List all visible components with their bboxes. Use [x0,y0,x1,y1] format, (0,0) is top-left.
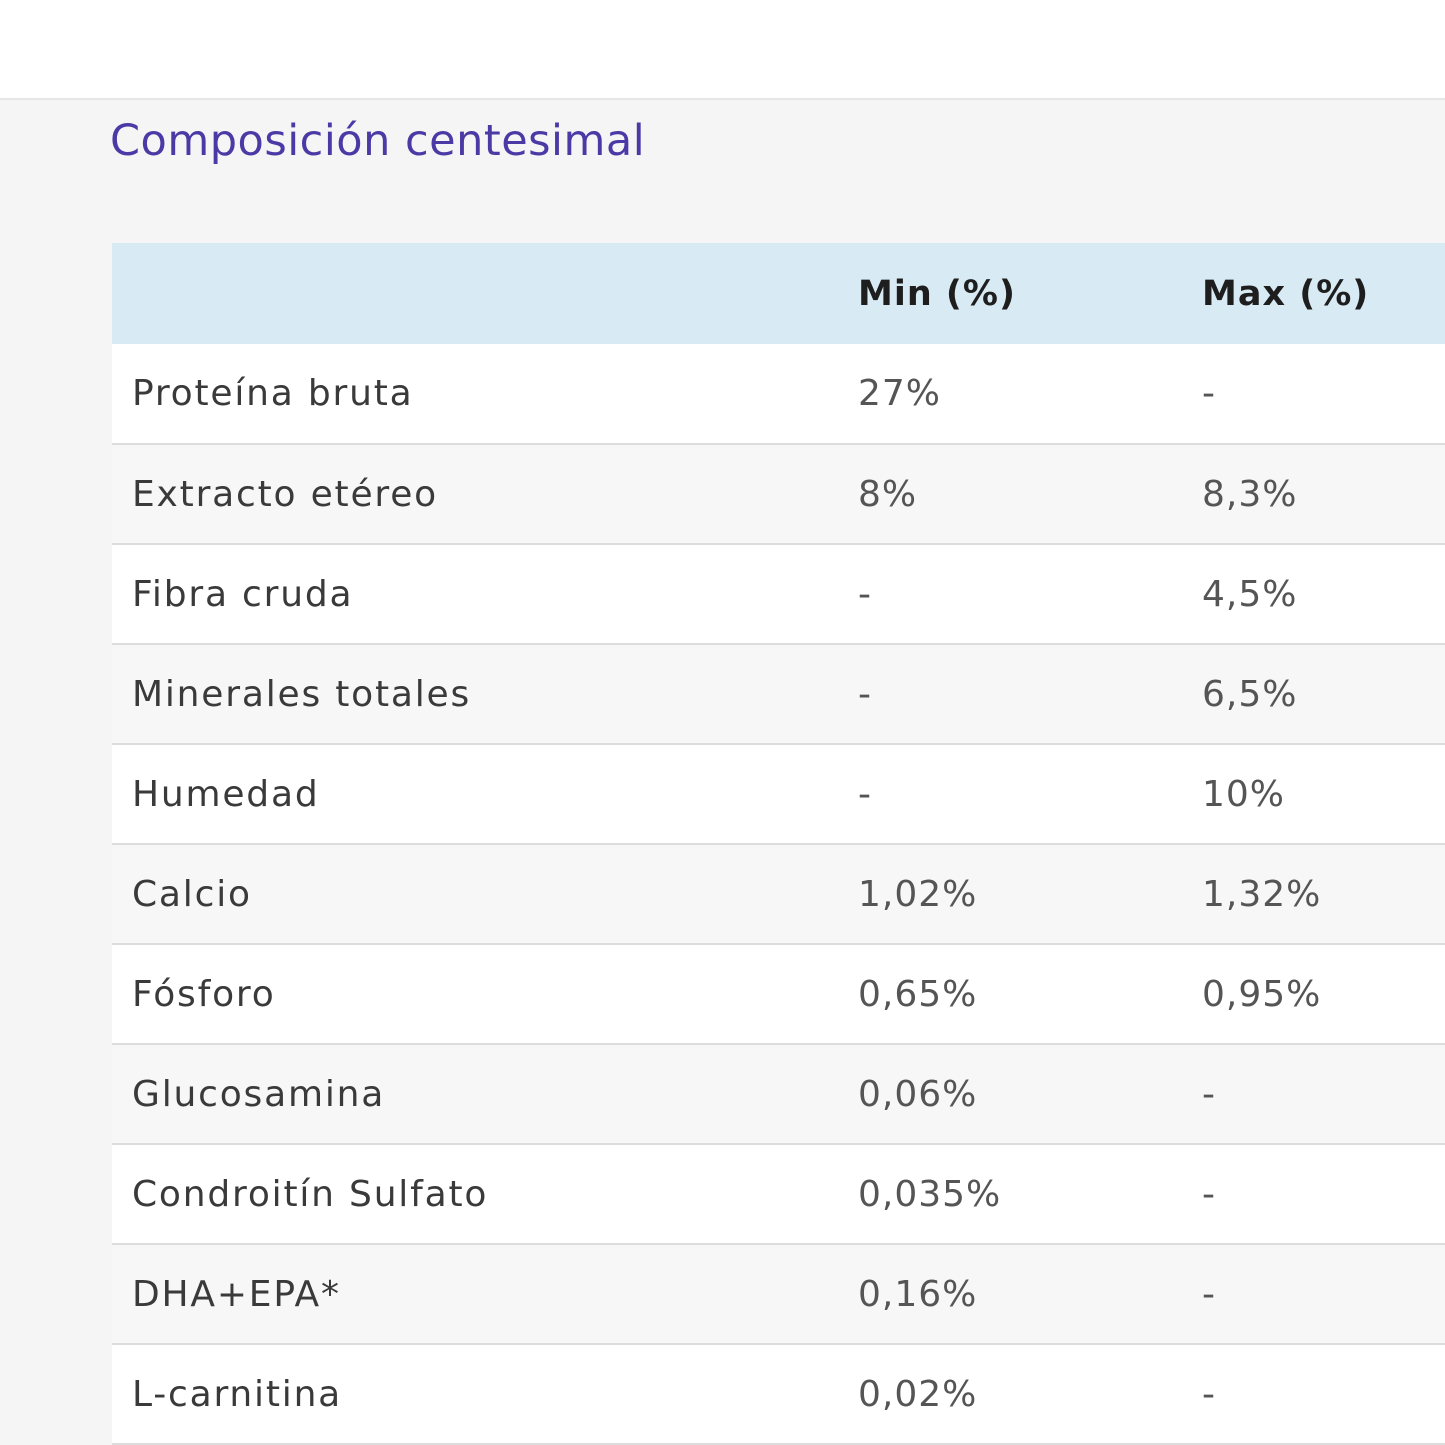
min-value: 1,02% [858,873,978,915]
table-row: Humedad - 10% [112,744,1445,844]
max-value: 0,95% [1202,973,1322,1015]
max-value: - [1202,1073,1216,1115]
header-nutrient [112,243,838,344]
nutrient-name: Minerales totales [132,673,472,715]
min-value: 27% [858,373,942,414]
max-value: 1,32% [1202,873,1322,915]
composition-section: Composición centesimal Min (%) Max (%) P… [0,100,1445,1445]
table-row: DHA+EPA* 0,16% - [112,1244,1445,1344]
nutrient-name: Condroitín Sulfato [132,1173,489,1215]
table-row: Glucosamina 0,06% - [112,1044,1445,1144]
max-value: - [1202,373,1216,414]
nutrient-name: Extracto etéreo [132,473,438,515]
max-value: 4,5% [1202,573,1298,615]
max-value: - [1202,1273,1216,1315]
nutrient-name: Proteína bruta [132,373,414,414]
header-max: Max (%) [1202,273,1370,314]
nutrient-name: Glucosamina [132,1073,386,1115]
top-bar [0,0,1445,100]
min-value: 0,06% [858,1073,978,1115]
max-value: 8,3% [1202,473,1298,515]
min-value: - [858,673,872,715]
max-value: 6,5% [1202,673,1298,715]
nutrient-name: Fósforo [132,973,276,1015]
table-row: Extracto etéreo 8% 8,3% [112,444,1445,544]
nutrient-name: Fibra cruda [132,573,354,615]
table-row: Calcio 1,02% 1,32% [112,844,1445,944]
nutrient-name: L-carnitina [132,1373,343,1415]
table-row: Proteína bruta 27% - [112,344,1445,444]
table-header-row: Min (%) Max (%) [112,243,1445,344]
max-value: - [1202,1373,1216,1415]
header-min: Min (%) [858,273,1016,314]
table-row: Condroitín Sulfato 0,035% - [112,1144,1445,1244]
min-value: - [858,773,872,815]
max-value: - [1202,1173,1216,1215]
max-value: 10% [1202,773,1286,815]
table-row: Fibra cruda - 4,5% [112,544,1445,644]
min-value: 0,02% [858,1373,978,1415]
min-value: 8% [858,473,918,515]
section-title: Composición centesimal [110,116,646,166]
nutrient-name: Calcio [132,873,252,915]
composition-table: Min (%) Max (%) Proteína bruta 27% - Ext… [112,243,1445,1445]
min-value: 0,035% [858,1173,1002,1215]
table-row: Fósforo 0,65% 0,95% [112,944,1445,1044]
min-value: 0,16% [858,1273,978,1315]
table-row: Minerales totales - 6,5% [112,644,1445,744]
nutrient-name: Humedad [132,773,320,815]
min-value: - [858,573,872,615]
table-row: L-carnitina 0,02% - [112,1344,1445,1444]
nutrient-name: DHA+EPA* [132,1273,341,1315]
min-value: 0,65% [858,973,978,1015]
